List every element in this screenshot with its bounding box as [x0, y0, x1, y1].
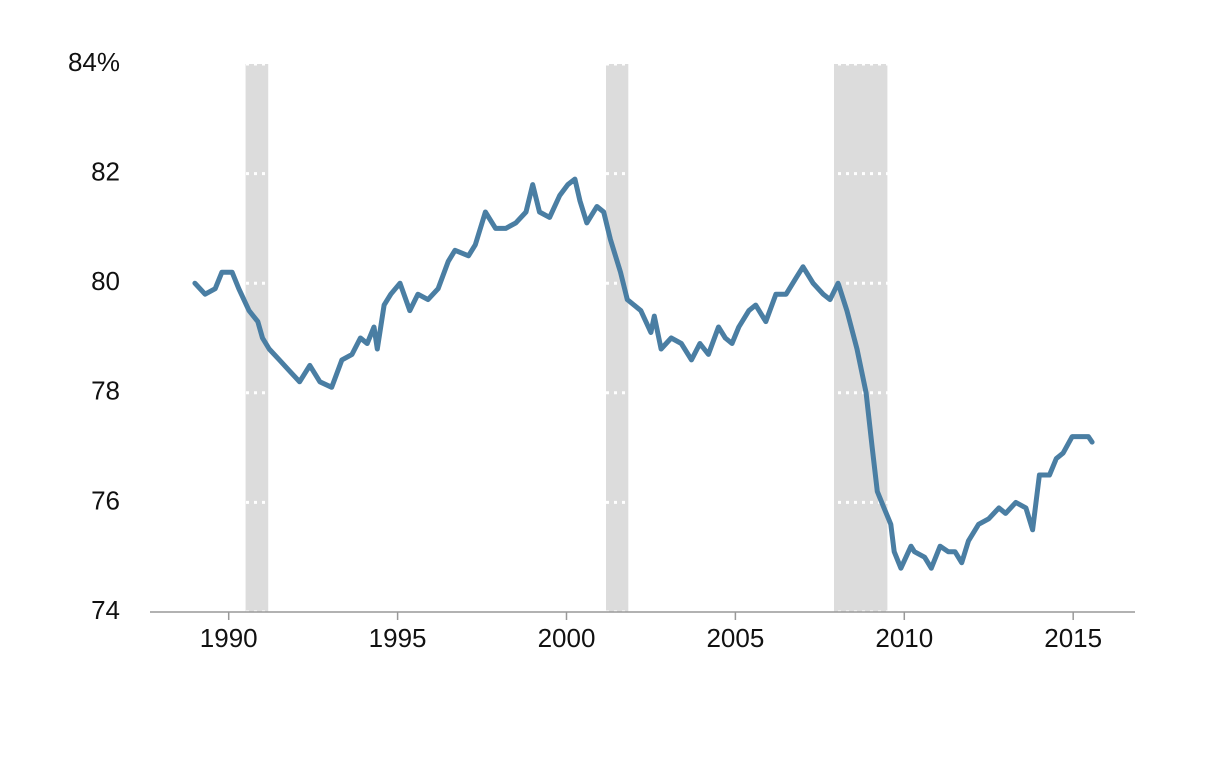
- x-tick-label: 1995: [369, 623, 427, 653]
- y-tick-label: 82: [91, 156, 120, 186]
- y-tick-label: 80: [91, 266, 120, 296]
- data-line: [192, 176, 1095, 571]
- recession-band: [834, 64, 888, 612]
- y-tick-label: 74: [91, 595, 120, 625]
- recession-band: [245, 64, 269, 612]
- x-tick-label: 2015: [1044, 623, 1102, 653]
- y-tick-label: 84%: [68, 47, 120, 77]
- recession-band: [606, 64, 629, 612]
- y-tick-label: 76: [91, 485, 120, 515]
- x-tick-label: 2010: [875, 623, 933, 653]
- x-tick-label: 1990: [200, 623, 258, 653]
- y-tick-label: 78: [91, 376, 120, 406]
- x-tick-label: 2005: [706, 623, 764, 653]
- x-tick-label: 2000: [538, 623, 596, 653]
